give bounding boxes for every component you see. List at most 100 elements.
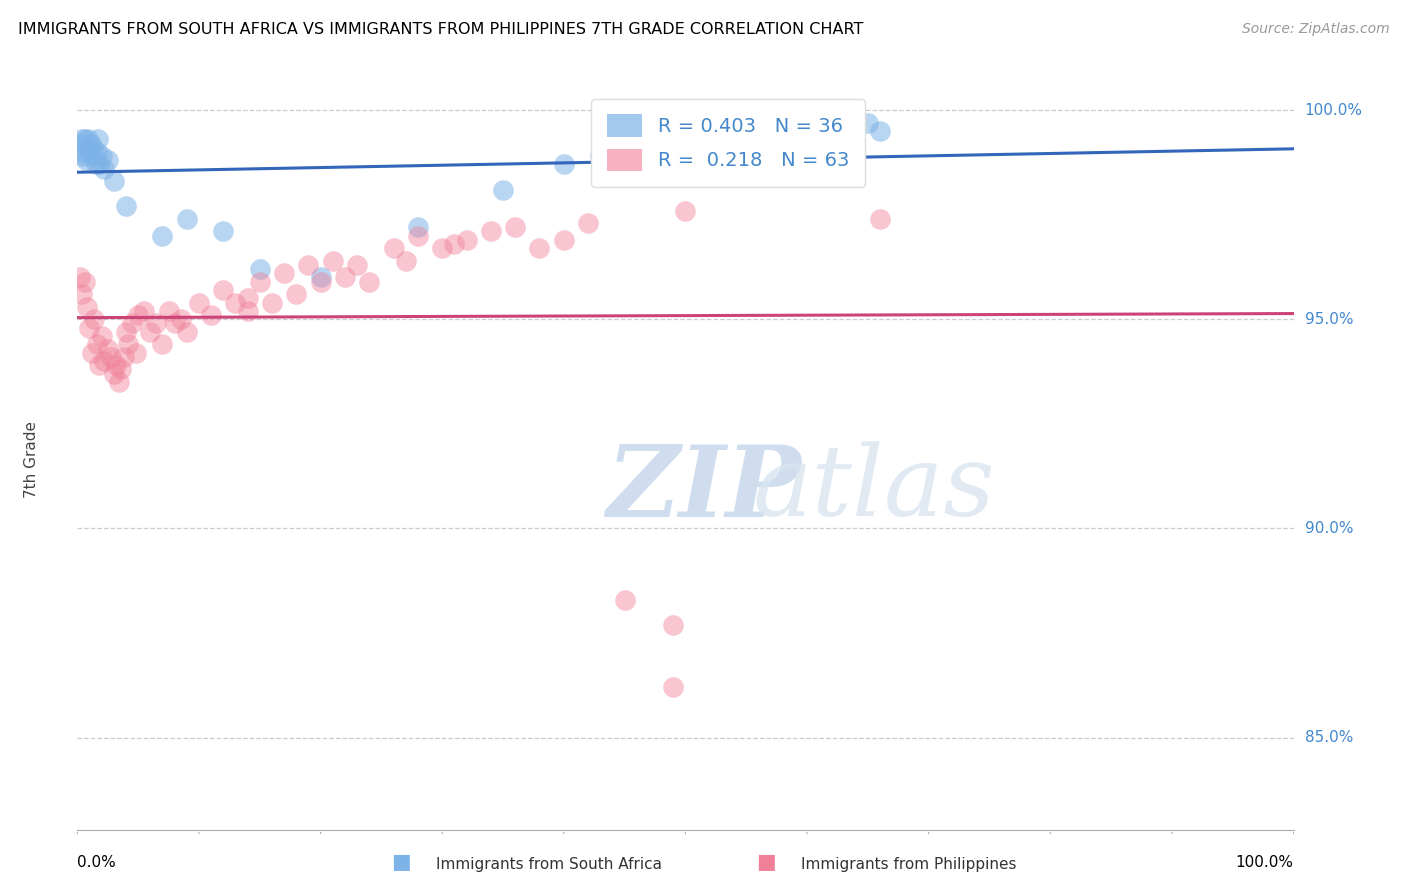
Point xyxy=(359,275,381,289)
Text: atlas: atlas xyxy=(752,442,995,537)
Point xyxy=(747,128,769,143)
Text: IMMIGRANTS FROM SOUTH AFRICA VS IMMIGRANTS FROM PHILIPPINES 7TH GRADE CORRELATIO: IMMIGRANTS FROM SOUTH AFRICA VS IMMIGRAN… xyxy=(18,22,863,37)
Point xyxy=(322,253,344,268)
Point xyxy=(115,325,138,339)
Point xyxy=(869,124,891,138)
Point xyxy=(443,237,465,252)
Point xyxy=(492,183,515,197)
Text: 85.0%: 85.0% xyxy=(1305,730,1353,745)
Point xyxy=(117,337,139,351)
Point xyxy=(163,317,186,331)
Point xyxy=(93,161,115,176)
Text: Source: ZipAtlas.com: Source: ZipAtlas.com xyxy=(1241,22,1389,37)
Point xyxy=(80,136,103,151)
Point xyxy=(576,216,599,230)
Point xyxy=(260,295,283,310)
Point xyxy=(157,304,180,318)
Point xyxy=(86,145,108,159)
Point xyxy=(297,258,319,272)
Text: ■: ■ xyxy=(391,853,411,872)
Point xyxy=(503,220,526,235)
Point xyxy=(79,320,101,334)
Point xyxy=(224,295,246,310)
Point xyxy=(100,350,122,364)
Point xyxy=(69,136,91,151)
Point xyxy=(97,153,120,168)
Point xyxy=(553,233,575,247)
Point xyxy=(152,337,174,351)
Point xyxy=(125,345,148,359)
Point xyxy=(662,681,685,695)
Point xyxy=(76,300,98,314)
Text: ZIP: ZIP xyxy=(606,441,801,537)
Point xyxy=(83,312,105,326)
Point xyxy=(479,224,502,238)
Point xyxy=(212,283,235,297)
Point xyxy=(70,145,93,159)
Point xyxy=(112,350,135,364)
Text: Immigrants from Philippines: Immigrants from Philippines xyxy=(801,857,1017,872)
Point xyxy=(70,132,93,146)
Point xyxy=(273,266,295,280)
Point xyxy=(89,157,111,171)
Point xyxy=(333,270,356,285)
Point xyxy=(613,592,636,607)
Point xyxy=(76,141,98,155)
Point xyxy=(675,141,697,155)
Legend: R = 0.403   N = 36, R =  0.218   N = 63: R = 0.403 N = 36, R = 0.218 N = 63 xyxy=(592,99,865,186)
Point xyxy=(97,342,120,356)
Point xyxy=(127,308,149,322)
Point xyxy=(176,211,198,226)
Point xyxy=(176,325,198,339)
Point xyxy=(382,241,405,255)
Text: 7th Grade: 7th Grade xyxy=(24,421,38,498)
Point xyxy=(70,287,93,301)
Point xyxy=(139,325,162,339)
Point xyxy=(808,141,831,155)
Point xyxy=(105,358,128,372)
Point xyxy=(309,275,332,289)
Point xyxy=(107,375,129,389)
Point xyxy=(145,317,167,331)
Text: 100.0%: 100.0% xyxy=(1236,855,1294,870)
Point xyxy=(430,241,453,255)
Point xyxy=(93,354,115,368)
Point xyxy=(110,362,132,376)
Text: ■: ■ xyxy=(756,853,776,872)
Text: Immigrants from South Africa: Immigrants from South Africa xyxy=(436,857,662,872)
Text: 100.0%: 100.0% xyxy=(1305,103,1362,118)
Point xyxy=(90,329,112,343)
Point xyxy=(553,157,575,171)
Point xyxy=(212,224,235,238)
Text: 0.0%: 0.0% xyxy=(77,855,117,870)
Point xyxy=(589,149,612,163)
Point xyxy=(626,132,648,146)
Point xyxy=(285,287,308,301)
Point xyxy=(84,157,107,171)
Point xyxy=(82,141,104,155)
Point xyxy=(73,275,96,289)
Point xyxy=(236,304,259,318)
Point xyxy=(115,199,138,213)
Text: 95.0%: 95.0% xyxy=(1305,312,1353,326)
Point xyxy=(188,295,211,310)
Point xyxy=(121,317,143,331)
Point xyxy=(236,291,259,305)
Point xyxy=(395,253,418,268)
Point xyxy=(675,203,697,218)
Point xyxy=(529,241,551,255)
Point xyxy=(170,312,193,326)
Point xyxy=(89,358,111,372)
Point xyxy=(90,149,112,163)
Point xyxy=(662,617,685,632)
Point xyxy=(134,304,156,318)
Point xyxy=(103,174,125,188)
Point xyxy=(406,228,429,243)
Point xyxy=(346,258,368,272)
Point xyxy=(856,116,879,130)
Point xyxy=(75,153,97,168)
Point xyxy=(80,149,103,163)
Point xyxy=(72,149,94,163)
Text: 90.0%: 90.0% xyxy=(1305,521,1353,536)
Point xyxy=(406,220,429,235)
